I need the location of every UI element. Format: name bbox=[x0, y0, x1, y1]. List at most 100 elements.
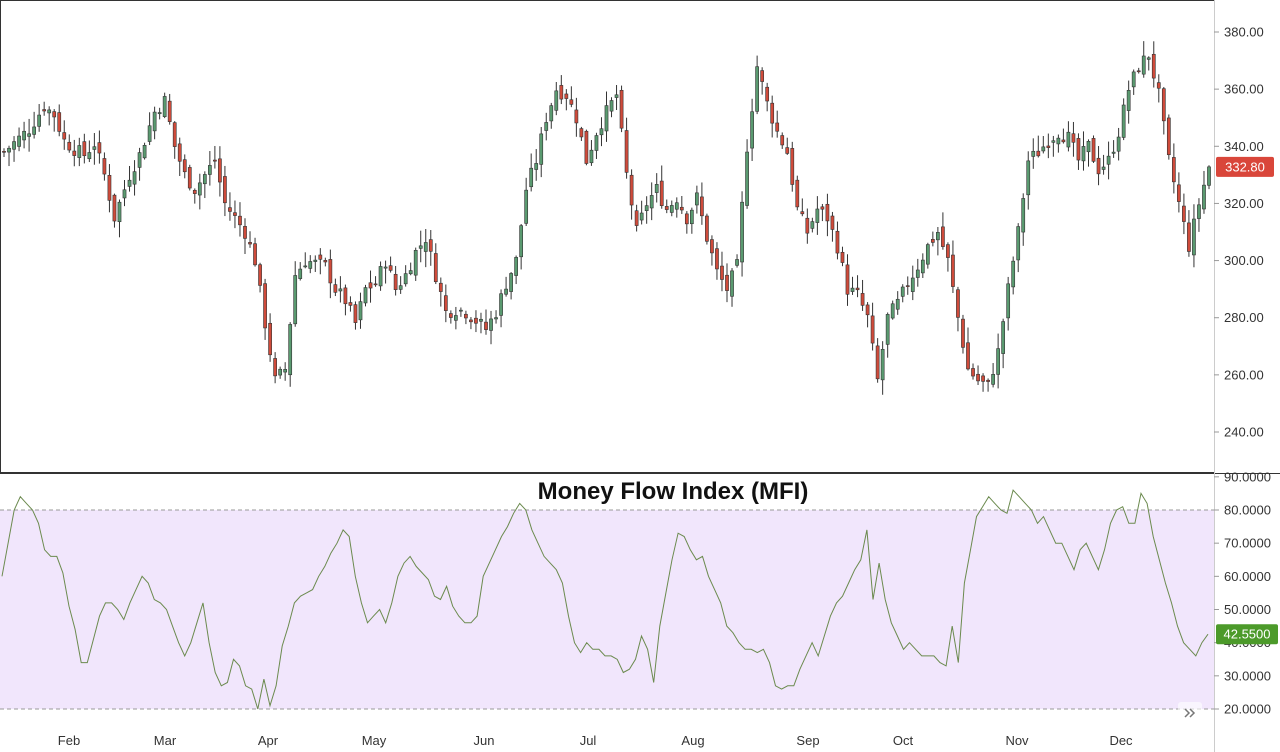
candle-up bbox=[936, 232, 940, 241]
candle-up bbox=[313, 259, 318, 262]
mfi-tick-label: 60.0000 bbox=[1224, 569, 1271, 584]
candle-down bbox=[218, 158, 222, 183]
candle-up bbox=[1011, 260, 1016, 288]
candle-down bbox=[1177, 184, 1181, 202]
candle-down bbox=[1171, 157, 1176, 183]
month-label: Jun bbox=[474, 733, 495, 748]
candle-up bbox=[499, 293, 503, 316]
price-tick-label: 340.00 bbox=[1224, 139, 1264, 154]
month-label: Apr bbox=[258, 733, 279, 748]
mfi-tick-label: 90.0000 bbox=[1224, 469, 1271, 484]
candle-up bbox=[910, 277, 915, 292]
candle-up bbox=[991, 374, 995, 385]
candle-down bbox=[905, 285, 910, 287]
month-axis-ticks: Feb Mar Apr May Jun Jul Aug Sep Oct Nov Dec bbox=[58, 733, 1133, 748]
candle-down bbox=[368, 282, 373, 289]
candle-down bbox=[42, 109, 47, 112]
candle-up bbox=[1081, 146, 1086, 162]
candle-up bbox=[293, 275, 298, 325]
candle-down bbox=[619, 89, 624, 129]
candle-up bbox=[1106, 155, 1111, 165]
svg-text:332.80: 332.80 bbox=[1225, 159, 1265, 174]
candle-down bbox=[971, 368, 975, 377]
candle-down bbox=[986, 379, 990, 382]
candle-down bbox=[72, 150, 77, 156]
last-price-badge: 332.80 bbox=[1216, 156, 1274, 177]
candle-down bbox=[192, 189, 197, 194]
candle-up bbox=[298, 268, 303, 279]
candle-down bbox=[820, 206, 825, 210]
candle-down bbox=[865, 304, 870, 316]
candle-up bbox=[750, 111, 754, 149]
candle-up bbox=[202, 174, 207, 185]
price-tick-label: 360.00 bbox=[1224, 82, 1264, 97]
candle-up bbox=[544, 122, 549, 131]
candle-up bbox=[519, 225, 524, 258]
candle-up bbox=[157, 112, 162, 115]
candle-down bbox=[790, 148, 795, 185]
candle-up bbox=[609, 100, 614, 112]
candle-up bbox=[378, 266, 383, 287]
candle-down bbox=[705, 215, 709, 242]
candle-up bbox=[639, 212, 644, 221]
candle-down bbox=[629, 174, 634, 206]
mfi-tick-label: 70.0000 bbox=[1224, 536, 1271, 551]
candle-down bbox=[840, 251, 845, 263]
candle-down bbox=[238, 215, 242, 226]
candle-up bbox=[614, 94, 619, 98]
candle-up bbox=[654, 184, 659, 193]
candle-down bbox=[263, 283, 267, 329]
candle-up bbox=[162, 96, 167, 117]
candle-down bbox=[564, 93, 569, 99]
candle-down bbox=[875, 345, 880, 380]
candle-down bbox=[710, 239, 714, 254]
mfi-title: Money Flow Index (MFI) bbox=[538, 478, 809, 505]
candle-down bbox=[464, 313, 468, 319]
candle-up bbox=[529, 167, 534, 188]
candle-down bbox=[1076, 138, 1081, 161]
month-label: Nov bbox=[1005, 733, 1029, 748]
candle-up bbox=[383, 266, 388, 269]
candle-up bbox=[92, 146, 97, 150]
candle-down bbox=[1091, 138, 1096, 162]
candle-up bbox=[308, 261, 313, 269]
candle-up bbox=[534, 163, 539, 170]
candle-down bbox=[348, 302, 353, 306]
candle-up bbox=[147, 125, 152, 142]
candle-up bbox=[730, 270, 734, 297]
candle-up bbox=[649, 195, 654, 209]
last-mfi-badge: 42.5500 bbox=[1216, 624, 1278, 645]
month-label: Sep bbox=[796, 733, 819, 748]
month-label: May bbox=[362, 733, 387, 748]
candle-up bbox=[17, 135, 21, 147]
candle-up bbox=[915, 269, 920, 278]
candle-down bbox=[268, 322, 272, 356]
candle-down bbox=[579, 128, 584, 138]
candle-up bbox=[1131, 71, 1136, 88]
candle-down bbox=[795, 179, 800, 208]
candle-up bbox=[418, 245, 423, 249]
candle-down bbox=[373, 283, 378, 286]
candle-up bbox=[880, 349, 885, 381]
candle-up bbox=[735, 259, 739, 266]
candle-up bbox=[7, 147, 11, 153]
candle-down bbox=[800, 211, 805, 215]
candle-up bbox=[197, 182, 202, 196]
candle-down bbox=[775, 122, 780, 132]
candle-up bbox=[288, 324, 293, 376]
candle-down bbox=[97, 142, 102, 154]
candle-up bbox=[850, 287, 855, 292]
candle-up bbox=[403, 273, 408, 285]
candle-up bbox=[669, 205, 674, 213]
candle-down bbox=[233, 212, 237, 216]
candle-down bbox=[474, 317, 478, 324]
month-label: Feb bbox=[58, 733, 80, 748]
mfi-tick-label: 20.0000 bbox=[1224, 702, 1271, 717]
scroll-right-button[interactable] bbox=[1178, 702, 1202, 724]
candle-up bbox=[87, 152, 92, 160]
price-tick-label: 300.00 bbox=[1224, 253, 1264, 268]
candle-up bbox=[117, 201, 122, 223]
candle-up bbox=[1051, 140, 1056, 143]
candle-up bbox=[413, 249, 418, 276]
